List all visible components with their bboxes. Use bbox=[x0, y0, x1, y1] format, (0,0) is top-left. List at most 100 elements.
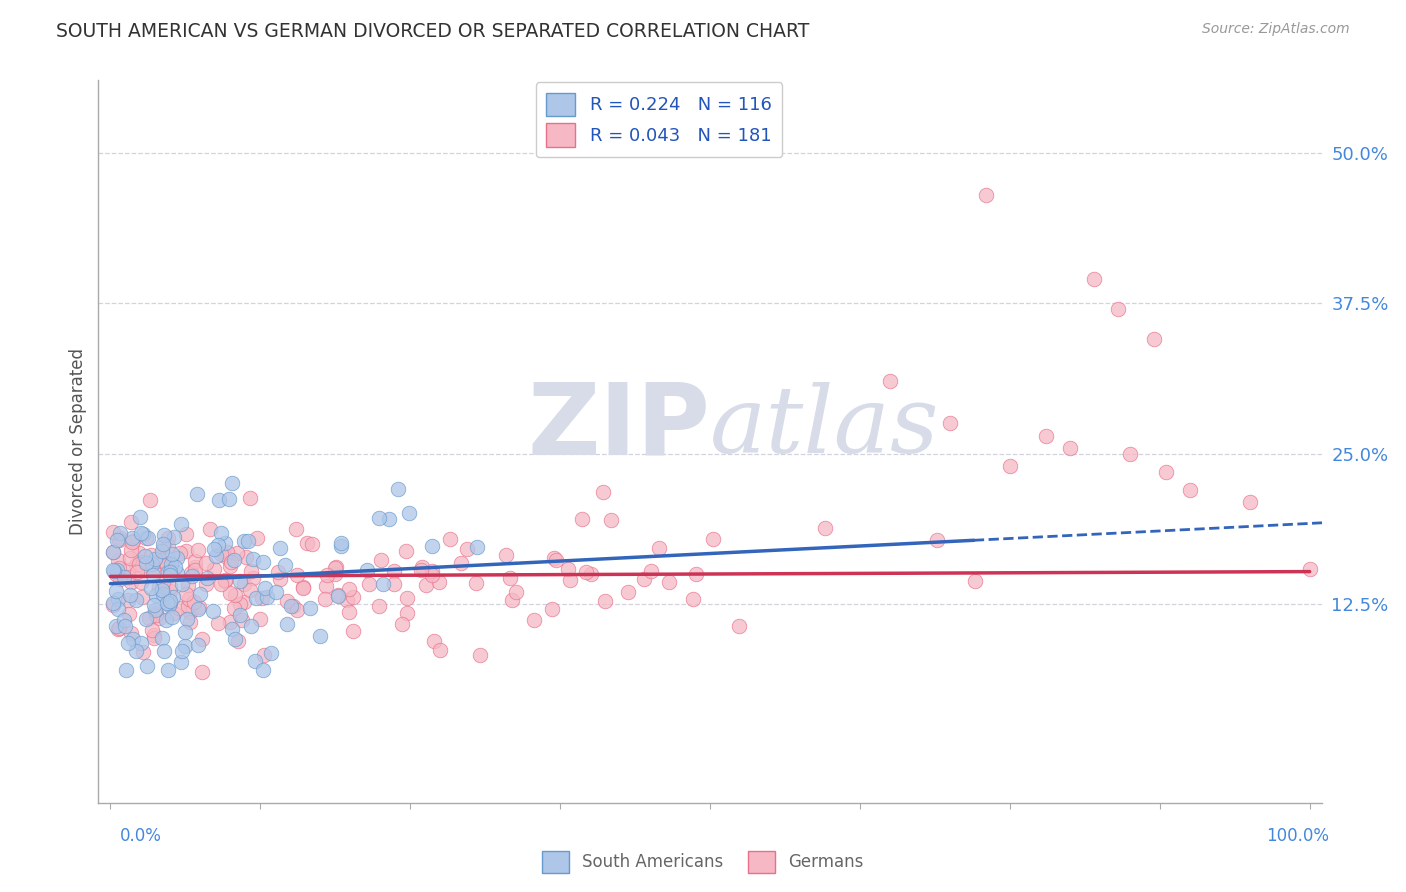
Point bbox=[814, 521, 837, 535]
Point bbox=[411, 564, 433, 578]
Point bbox=[963, 574, 986, 588]
Point bbox=[141, 624, 163, 638]
Point bbox=[292, 580, 315, 594]
Point bbox=[202, 562, 225, 576]
Point bbox=[499, 571, 522, 585]
Point bbox=[118, 607, 141, 622]
Point bbox=[243, 654, 266, 668]
Point bbox=[423, 633, 446, 648]
Point bbox=[269, 541, 291, 555]
Point bbox=[117, 593, 139, 607]
Point bbox=[221, 476, 243, 491]
Point bbox=[398, 507, 420, 521]
Point bbox=[540, 602, 562, 616]
Point bbox=[998, 458, 1021, 473]
Point bbox=[157, 566, 180, 580]
Point bbox=[239, 619, 262, 633]
Point bbox=[264, 585, 287, 599]
Point bbox=[150, 581, 173, 595]
Point bbox=[633, 572, 655, 586]
Point bbox=[1083, 272, 1105, 286]
Point bbox=[135, 612, 157, 626]
Point bbox=[269, 572, 291, 586]
Point bbox=[276, 594, 298, 608]
Point bbox=[1143, 332, 1166, 346]
Point bbox=[285, 522, 308, 536]
Point bbox=[266, 565, 288, 579]
Point bbox=[927, 533, 949, 548]
Point bbox=[253, 648, 276, 662]
Point bbox=[235, 549, 257, 564]
Point bbox=[682, 592, 704, 607]
Point bbox=[148, 611, 170, 625]
Point bbox=[150, 543, 173, 558]
Point bbox=[291, 581, 314, 595]
Point bbox=[157, 663, 180, 677]
Point bbox=[387, 482, 409, 496]
Point bbox=[108, 533, 131, 548]
Point bbox=[117, 563, 139, 577]
Point bbox=[368, 511, 391, 525]
Point bbox=[231, 613, 253, 627]
Point bbox=[658, 575, 681, 590]
Point bbox=[108, 561, 131, 575]
Point bbox=[143, 551, 166, 566]
Point bbox=[159, 565, 181, 579]
Point bbox=[188, 587, 211, 601]
Point bbox=[544, 552, 567, 566]
Point bbox=[382, 564, 405, 578]
Point bbox=[163, 606, 186, 620]
Point bbox=[326, 589, 349, 603]
Point bbox=[159, 594, 181, 608]
Point bbox=[439, 533, 461, 547]
Point bbox=[194, 576, 217, 591]
Point bbox=[342, 590, 364, 604]
Point bbox=[108, 531, 131, 545]
Point bbox=[450, 556, 472, 570]
Point bbox=[104, 619, 127, 633]
Point bbox=[152, 539, 174, 553]
Point bbox=[170, 644, 193, 658]
Point bbox=[640, 564, 662, 578]
Point bbox=[939, 417, 962, 431]
Point bbox=[174, 624, 197, 639]
Point bbox=[420, 564, 443, 578]
Point bbox=[198, 522, 221, 536]
Point bbox=[145, 606, 167, 620]
Point bbox=[101, 544, 124, 558]
Point bbox=[209, 577, 232, 591]
Point bbox=[184, 553, 207, 567]
Point bbox=[250, 591, 273, 606]
Point bbox=[557, 562, 579, 576]
Point bbox=[314, 592, 336, 607]
Point bbox=[156, 558, 179, 572]
Point bbox=[145, 587, 167, 601]
Point bbox=[120, 625, 142, 640]
Point bbox=[170, 576, 193, 591]
Text: 100.0%: 100.0% bbox=[1265, 827, 1329, 845]
Point bbox=[233, 595, 256, 609]
Point bbox=[299, 600, 322, 615]
Point bbox=[142, 562, 165, 576]
Point bbox=[1298, 562, 1320, 576]
Point bbox=[370, 553, 392, 567]
Point bbox=[132, 645, 155, 659]
Point bbox=[323, 566, 346, 581]
Point bbox=[183, 560, 205, 574]
Point bbox=[157, 598, 180, 612]
Point bbox=[256, 590, 278, 604]
Point bbox=[150, 582, 173, 597]
Point bbox=[157, 556, 180, 570]
Point bbox=[183, 595, 205, 609]
Point bbox=[138, 493, 160, 508]
Point bbox=[101, 598, 124, 612]
Point bbox=[558, 573, 581, 587]
Point bbox=[287, 568, 309, 582]
Point bbox=[131, 525, 153, 540]
Text: 0.0%: 0.0% bbox=[120, 827, 162, 845]
Point bbox=[167, 601, 190, 615]
Point bbox=[186, 487, 208, 501]
Point bbox=[222, 600, 245, 615]
Point bbox=[1154, 465, 1177, 479]
Point bbox=[260, 646, 283, 660]
